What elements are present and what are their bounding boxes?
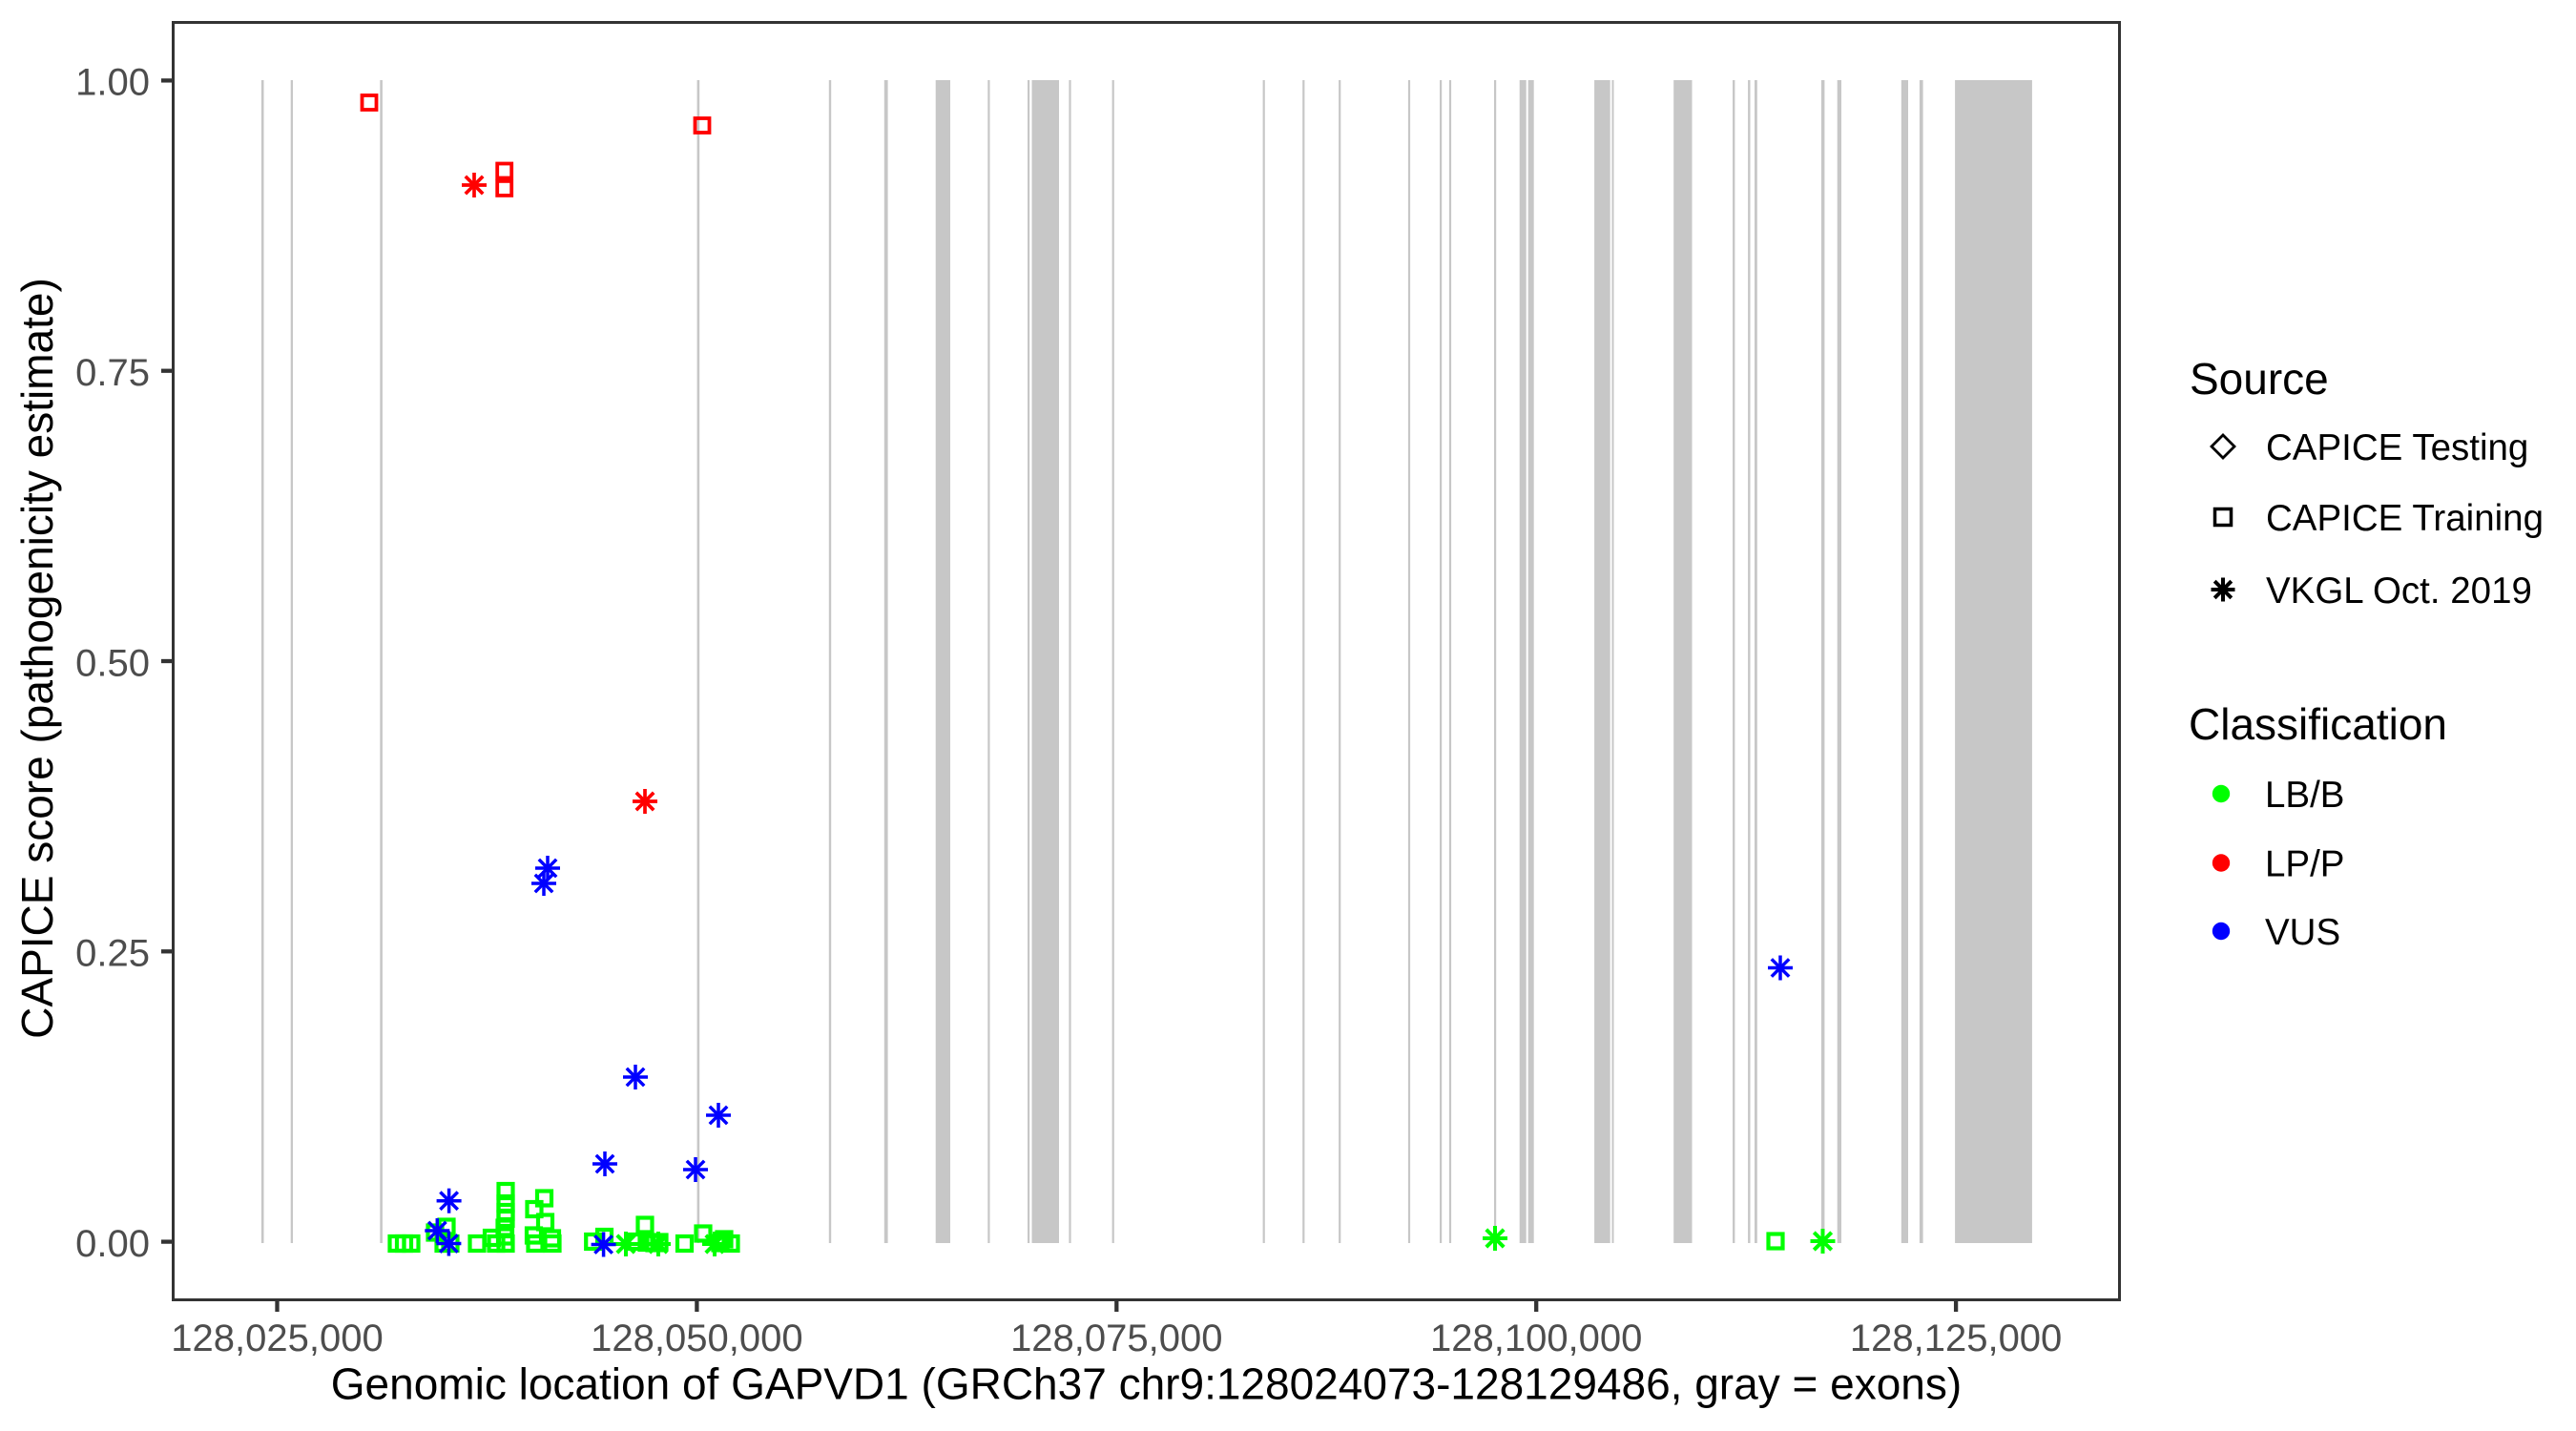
svg-text:0.75: 0.75 [75,352,150,394]
svg-text:Genomic location of GAPVD1 (GR: Genomic location of GAPVD1 (GRCh37 chr9:… [331,1359,1962,1409]
svg-text:0.00: 0.00 [75,1223,150,1265]
svg-text:128,125,000: 128,125,000 [1850,1317,2062,1359]
svg-text:1.00: 1.00 [75,62,150,104]
svg-text:VKGL Oct. 2019: VKGL Oct. 2019 [2266,570,2532,612]
svg-text:CAPICE score (pathogenicity es: CAPICE score (pathogenicity estimate) [12,278,62,1039]
svg-text:CAPICE Training: CAPICE Training [2266,498,2544,539]
svg-text:0.50: 0.50 [75,642,150,684]
svg-text:128,075,000: 128,075,000 [1010,1317,1222,1359]
svg-text:Source: Source [2190,354,2329,404]
svg-text:128,100,000: 128,100,000 [1430,1317,1642,1359]
svg-text:LB/B: LB/B [2265,775,2344,816]
svg-text:128,025,000: 128,025,000 [171,1317,383,1359]
svg-text:0.25: 0.25 [75,933,150,975]
svg-text:LP/P: LP/P [2265,844,2344,885]
svg-text:VUS: VUS [2265,912,2340,953]
svg-text:CAPICE Testing: CAPICE Testing [2266,427,2528,468]
svg-text:Classification: Classification [2189,699,2447,749]
svg-text:128,050,000: 128,050,000 [591,1317,802,1359]
